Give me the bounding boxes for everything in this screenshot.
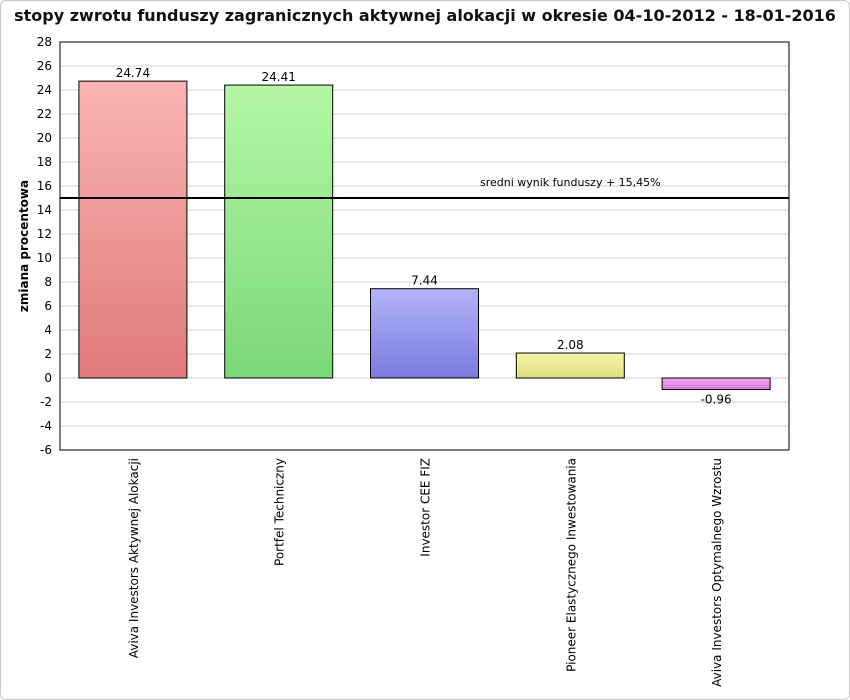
- bar: [661, 377, 771, 391]
- x-tick-label: Pioneer Elastycznego Inwestowania: [564, 458, 578, 672]
- data-label: 24.41: [262, 70, 296, 84]
- y-tick-label: 12: [37, 227, 52, 241]
- axes: [59, 41, 790, 451]
- reference-line-group: sredni wynik funduszy + 15,45%: [60, 176, 789, 199]
- x-tick-label: Aviva Investors Optymalnego Wzrostu: [710, 458, 724, 687]
- y-tick-label: 14: [37, 203, 52, 217]
- y-tick-label: -2: [40, 395, 52, 409]
- labels: 2826242220181614121086420-2-4-624.74Aviv…: [37, 35, 732, 687]
- y-tick-label: 0: [44, 371, 52, 385]
- y-tick-label: 26: [37, 59, 52, 73]
- bars: [78, 80, 771, 391]
- y-tick-label: 24: [37, 83, 52, 97]
- y-tick-label: 6: [44, 299, 52, 313]
- reference-line-label: sredni wynik funduszy + 15,45%: [480, 176, 661, 189]
- chart-title: stopy zwrotu funduszy zagranicznych akty…: [14, 6, 836, 25]
- bar: [224, 84, 334, 379]
- data-label: -0.96: [701, 393, 732, 407]
- data-label: 24.74: [116, 66, 150, 80]
- data-label: 7.44: [411, 274, 438, 288]
- y-tick-label: 2: [44, 347, 52, 361]
- bar: [78, 80, 188, 379]
- y-tick-label: 20: [37, 131, 52, 145]
- y-tick-label: 4: [44, 323, 52, 337]
- y-tick-label: -6: [40, 443, 52, 457]
- y-tick-label: 8: [44, 275, 52, 289]
- y-tick-label: 16: [37, 179, 52, 193]
- x-tick-label: Aviva Investors Aktywnej Alokacji: [127, 458, 141, 658]
- bar: [370, 288, 479, 379]
- y-tick-label: 28: [37, 35, 52, 49]
- bar: [515, 352, 625, 379]
- x-tick-label: Investor CEE FIZ: [419, 458, 433, 557]
- y-tick-label: 10: [37, 251, 52, 265]
- plot-border: [59, 41, 790, 451]
- data-label: 2.08: [557, 338, 584, 352]
- y-tick-label: -4: [40, 419, 52, 433]
- y-tick-label: 18: [37, 155, 52, 169]
- y-tick-label: 22: [37, 107, 52, 121]
- x-tick-label: Portfel Techniczny: [273, 458, 287, 566]
